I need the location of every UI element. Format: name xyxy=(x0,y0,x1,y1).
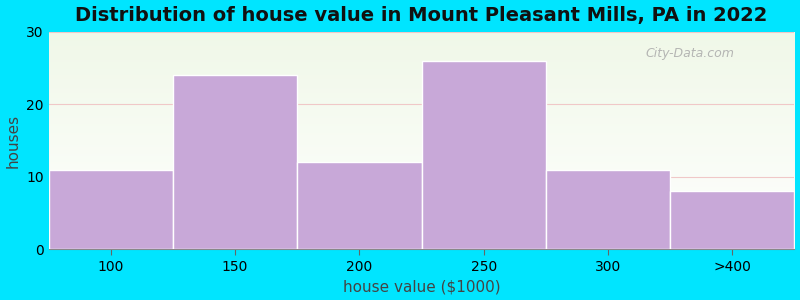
Bar xyxy=(49,169,173,250)
Text: City-Data.com: City-Data.com xyxy=(646,47,734,60)
Bar xyxy=(173,75,298,250)
Title: Distribution of house value in Mount Pleasant Mills, PA in 2022: Distribution of house value in Mount Ple… xyxy=(75,6,768,25)
Bar xyxy=(670,191,794,250)
X-axis label: house value ($1000): house value ($1000) xyxy=(342,279,500,294)
Bar xyxy=(298,162,422,250)
Bar xyxy=(422,61,546,250)
Y-axis label: houses: houses xyxy=(6,113,21,168)
Bar xyxy=(546,169,670,250)
